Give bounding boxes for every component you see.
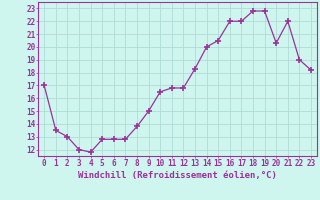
X-axis label: Windchill (Refroidissement éolien,°C): Windchill (Refroidissement éolien,°C): [78, 171, 277, 180]
